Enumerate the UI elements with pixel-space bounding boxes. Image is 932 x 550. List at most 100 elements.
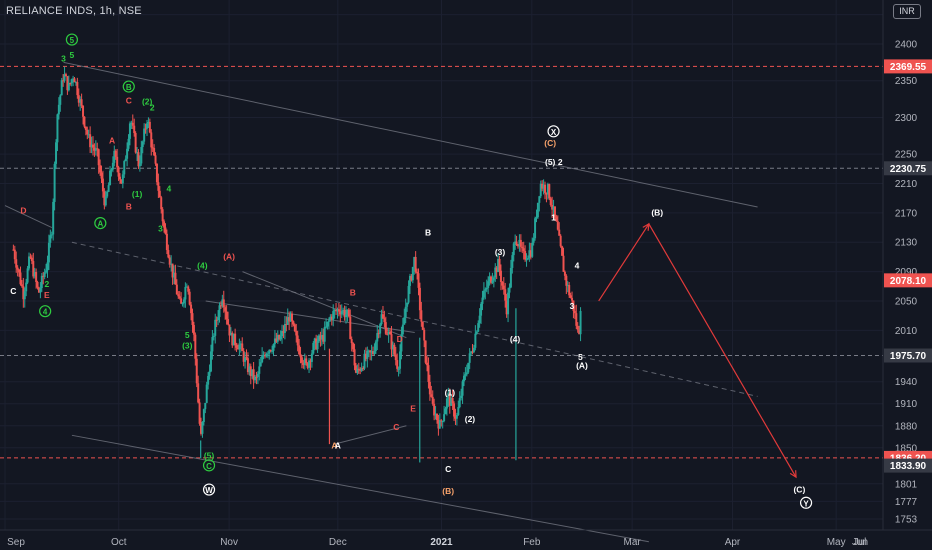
candle-body (134, 133, 137, 153)
currency-badge[interactable]: INR (893, 4, 921, 19)
candle-body (63, 74, 66, 81)
candle-body (222, 299, 225, 308)
candle-body (448, 392, 451, 406)
candle-body (556, 221, 559, 230)
candle-body (292, 321, 295, 325)
candle-body (130, 122, 133, 124)
candle-body (258, 366, 261, 374)
candle-body (393, 344, 396, 355)
candle-body (434, 413, 437, 416)
wave-label: (B) (442, 486, 454, 496)
candle-body (265, 353, 268, 357)
candle-body (381, 314, 384, 319)
candle-body (276, 335, 279, 342)
candle-body (477, 323, 480, 332)
candle-body (175, 284, 178, 295)
candle-body (353, 349, 356, 366)
wave-label: 4 (43, 308, 48, 317)
candle-body (242, 350, 245, 362)
candle-body (45, 270, 48, 273)
candle-body (123, 161, 126, 175)
candle-body (269, 350, 272, 352)
wave-label: (2) (465, 414, 476, 424)
candle-body (275, 338, 278, 342)
candle-body (170, 263, 173, 265)
candle-body (296, 335, 299, 346)
price-tick-label: 1777 (895, 497, 918, 508)
candle-body (55, 142, 58, 164)
wave-label: C (10, 286, 16, 296)
candle-body (194, 334, 197, 359)
candle-body (305, 358, 308, 364)
candle-body (22, 286, 25, 300)
wave-label: 3 (570, 301, 575, 311)
candle-body (532, 238, 535, 243)
candle-body (414, 256, 417, 272)
candle-body (342, 309, 345, 312)
projection-arrowhead (789, 470, 797, 479)
candle-body (335, 310, 338, 312)
price-lines-layer (0, 65, 883, 459)
candle-body (234, 333, 237, 346)
candle-body (157, 182, 160, 191)
candle-body (458, 398, 461, 408)
candle-body (101, 178, 104, 192)
candle-body (153, 148, 156, 156)
time-tick-label: Oct (111, 537, 127, 548)
candle-body (84, 126, 87, 130)
wave-label: X (551, 128, 557, 137)
trend-line (71, 434, 649, 543)
candle-body (366, 350, 369, 359)
candle-body (396, 360, 399, 369)
candle-body (106, 191, 109, 197)
wave-label: C (445, 464, 451, 474)
candle-body (316, 341, 319, 350)
candle-body (178, 296, 181, 299)
candle-body (282, 330, 285, 333)
candle-body (32, 261, 35, 277)
candle-body (141, 141, 144, 148)
candle-body (124, 158, 127, 162)
candle-body (329, 316, 332, 321)
candle-body (120, 179, 123, 184)
candle-body (218, 305, 221, 318)
candle-body (295, 331, 298, 336)
candle-body (408, 275, 411, 286)
wave-label: (3) (495, 247, 506, 257)
candle-body (551, 205, 554, 210)
candle-body (252, 369, 255, 381)
candle-body (49, 235, 52, 243)
candle-body (144, 128, 147, 130)
price-axis[interactable]: 2440240023502300225022102170213020902050… (884, 10, 932, 525)
time-tick-label: Nov (220, 537, 238, 548)
trend-line (242, 271, 407, 339)
candle-body (553, 206, 556, 217)
candle-body (536, 202, 539, 218)
candle-body (16, 267, 19, 270)
candle-body (306, 363, 309, 368)
candle-body (526, 258, 529, 260)
price-tick-label: 2130 (895, 238, 918, 249)
wave-label: (C) (793, 484, 805, 494)
candle-body (171, 263, 174, 278)
candle-body (308, 360, 311, 368)
candle-body (514, 241, 517, 244)
candle-body (212, 335, 215, 338)
candle-body (524, 250, 527, 260)
projection-layer (598, 222, 797, 479)
time-tick-label: Feb (523, 537, 541, 548)
candle-body (411, 266, 414, 281)
candle-body (318, 335, 321, 342)
candle-body (195, 358, 198, 384)
candle-body (235, 345, 238, 348)
price-line-label: 1833.90 (890, 461, 927, 472)
candle-body (131, 122, 134, 126)
candle-body (43, 272, 46, 277)
candle-body (555, 216, 558, 222)
candle-body (184, 286, 187, 300)
candle-body (37, 287, 40, 293)
trend-line (63, 61, 758, 208)
candle-body (148, 121, 151, 133)
